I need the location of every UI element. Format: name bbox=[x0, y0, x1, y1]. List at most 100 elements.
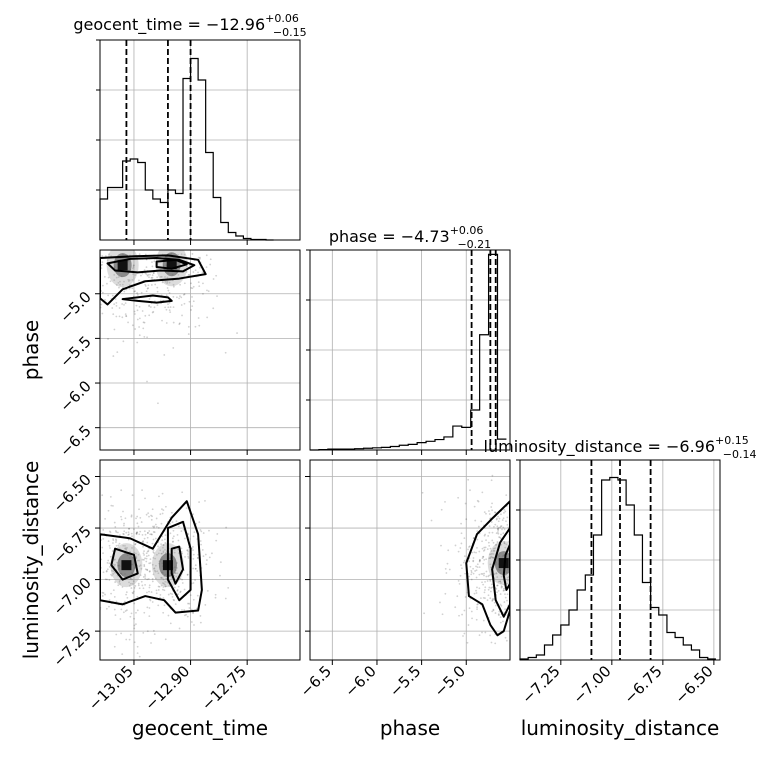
scatter-point bbox=[489, 634, 492, 637]
scatter-point bbox=[165, 294, 168, 297]
scatter-point bbox=[112, 505, 114, 507]
scatter-point bbox=[124, 547, 127, 549]
scatter-point bbox=[199, 529, 202, 531]
scatter-point bbox=[161, 539, 164, 542]
scatter-point bbox=[131, 535, 133, 538]
scatter-point bbox=[159, 594, 162, 596]
scatter-point bbox=[146, 287, 149, 290]
scatter-point bbox=[483, 548, 486, 551]
scatter-point bbox=[148, 298, 151, 300]
scatter-point bbox=[176, 589, 179, 591]
scatter-point bbox=[199, 266, 201, 269]
scatter-point bbox=[111, 574, 113, 577]
scatter-point bbox=[150, 533, 153, 536]
scatter-point bbox=[147, 273, 150, 276]
scatter-point bbox=[492, 549, 495, 552]
scatter-point bbox=[488, 544, 491, 547]
contour-line bbox=[155, 258, 188, 270]
scatter-point bbox=[109, 531, 112, 534]
scatter-point bbox=[194, 567, 197, 570]
scatter-point bbox=[478, 573, 481, 576]
scatter-point bbox=[148, 590, 150, 593]
scatter-point bbox=[205, 254, 208, 257]
scatter-point bbox=[454, 544, 457, 547]
scatter-point bbox=[488, 574, 491, 577]
scatter-point bbox=[505, 520, 507, 523]
scatter-point bbox=[224, 597, 227, 600]
contour-line bbox=[465, 500, 510, 637]
scatter-point bbox=[115, 633, 118, 636]
scatter-point bbox=[177, 593, 180, 596]
scatter-point bbox=[161, 582, 164, 584]
scatter-point bbox=[464, 596, 467, 598]
scatter-point bbox=[144, 497, 146, 500]
scatter-point bbox=[181, 609, 183, 611]
scatter-point bbox=[468, 560, 470, 563]
scatter-point bbox=[179, 577, 182, 580]
scatter-point bbox=[162, 509, 165, 511]
scatter-point bbox=[134, 274, 137, 276]
scatter-point bbox=[151, 508, 154, 511]
scatter-point bbox=[167, 303, 169, 306]
scatter-point bbox=[113, 608, 116, 611]
scatter-point bbox=[152, 531, 155, 533]
scatter-point bbox=[481, 491, 484, 494]
scatter-point bbox=[192, 285, 195, 288]
scatter-point bbox=[154, 570, 157, 573]
scatter-point bbox=[496, 525, 499, 528]
scatter-point bbox=[177, 273, 180, 276]
scatter-point bbox=[166, 287, 169, 289]
scatter-point bbox=[444, 567, 447, 570]
scatter-point bbox=[460, 542, 463, 545]
scatter-point bbox=[125, 609, 128, 612]
scatter-point bbox=[115, 541, 117, 543]
scatter-point bbox=[119, 534, 121, 537]
scatter-point bbox=[164, 549, 166, 551]
scatter-point bbox=[164, 638, 167, 641]
scatter-point bbox=[128, 584, 131, 587]
scatter-point bbox=[117, 544, 120, 547]
scatter-point bbox=[124, 600, 126, 603]
scatter-point bbox=[157, 589, 160, 591]
scatter-point bbox=[145, 552, 148, 555]
scatter-point bbox=[501, 585, 503, 588]
scatter-point bbox=[494, 612, 497, 614]
scatter-point bbox=[504, 546, 507, 549]
scatter-point bbox=[481, 581, 483, 584]
scatter-point bbox=[194, 564, 197, 567]
scatter-point bbox=[143, 550, 145, 553]
scatter-point bbox=[102, 529, 105, 531]
scatter-point bbox=[140, 521, 143, 523]
scatter-point bbox=[133, 586, 136, 589]
scatter-point bbox=[187, 553, 189, 555]
scatter-point bbox=[494, 511, 497, 514]
scatter-point bbox=[143, 335, 146, 338]
scatter-point bbox=[152, 310, 155, 313]
scatter-point bbox=[185, 507, 188, 510]
scatter-point bbox=[155, 589, 158, 592]
scatter-point bbox=[138, 533, 141, 536]
scatter-point bbox=[489, 563, 492, 566]
scatter-point bbox=[472, 537, 475, 540]
scatter-point bbox=[143, 565, 146, 568]
scatter-point bbox=[457, 496, 460, 499]
scatter-point bbox=[458, 582, 461, 585]
scatter-point bbox=[124, 313, 127, 316]
scatter-point bbox=[101, 261, 104, 264]
scatter-point bbox=[479, 559, 481, 561]
scatter-point bbox=[145, 557, 148, 560]
xlabel-phase: phase bbox=[380, 716, 440, 740]
scatter-point bbox=[490, 521, 493, 523]
scatter-point bbox=[144, 557, 146, 560]
scatter-point bbox=[133, 617, 136, 620]
scatter-point bbox=[488, 510, 490, 512]
scatter-point bbox=[471, 617, 473, 620]
scatter-point bbox=[114, 298, 117, 300]
scatter-point bbox=[115, 301, 118, 304]
y-tick-label: −5.0 bbox=[56, 288, 94, 326]
scatter-point bbox=[497, 580, 500, 583]
scatter-point bbox=[146, 630, 149, 633]
scatter-point bbox=[500, 513, 502, 516]
scatter-point bbox=[167, 306, 170, 309]
scatter-point bbox=[148, 586, 151, 589]
